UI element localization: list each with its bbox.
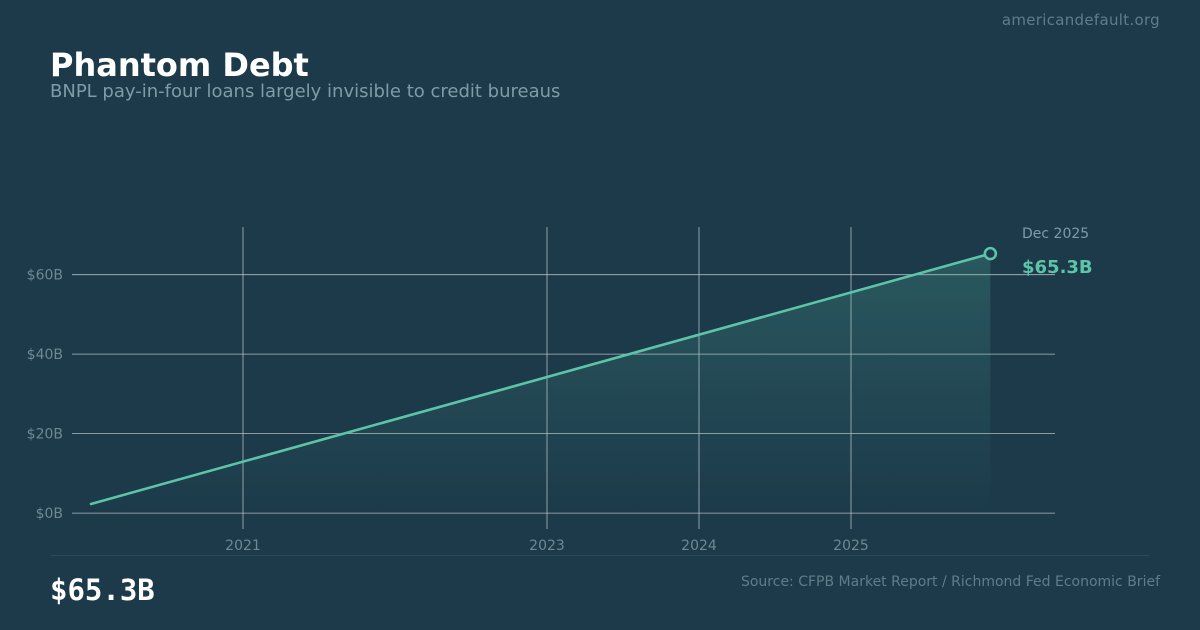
y-tick-label: $20B bbox=[27, 427, 63, 443]
footer-divider bbox=[50, 555, 1150, 556]
series-line bbox=[89, 252, 992, 506]
area-fill bbox=[91, 253, 991, 514]
annotation-value: $65.3B bbox=[1022, 257, 1093, 278]
headline-value: $65.3B bbox=[50, 573, 155, 607]
chart-title: Phantom Debt bbox=[50, 46, 309, 84]
site-url: americandefault.org bbox=[1001, 11, 1160, 29]
x-tick-label: 2023 bbox=[529, 538, 565, 554]
end-point-marker bbox=[983, 246, 998, 261]
x-tick-label: 2021 bbox=[225, 538, 261, 554]
axis-ticks: $0B $20B $40B $60B 2021 2023 2024 2025 bbox=[27, 268, 869, 554]
area-chart: $0B $20B $40B $60B 2021 2023 2024 2025 Dec 2025… bbox=[27, 226, 1093, 554]
y-tick-label: $0B bbox=[36, 506, 63, 522]
x-tick-label: 2024 bbox=[681, 538, 717, 554]
annotation-date: Dec 2025 bbox=[1022, 226, 1089, 242]
y-tick-label: $40B bbox=[27, 347, 63, 363]
end-annotation: Dec 2025 $65.3B bbox=[1022, 226, 1093, 278]
source-note: Source: CFPB Market Report / Richmond Fe… bbox=[740, 574, 1160, 590]
y-tick-label: $60B bbox=[27, 268, 63, 284]
x-tick-label: 2025 bbox=[833, 538, 869, 554]
series bbox=[89, 246, 998, 514]
chart-subtitle: BNPL pay-in-four loans largely invisible… bbox=[50, 81, 561, 102]
